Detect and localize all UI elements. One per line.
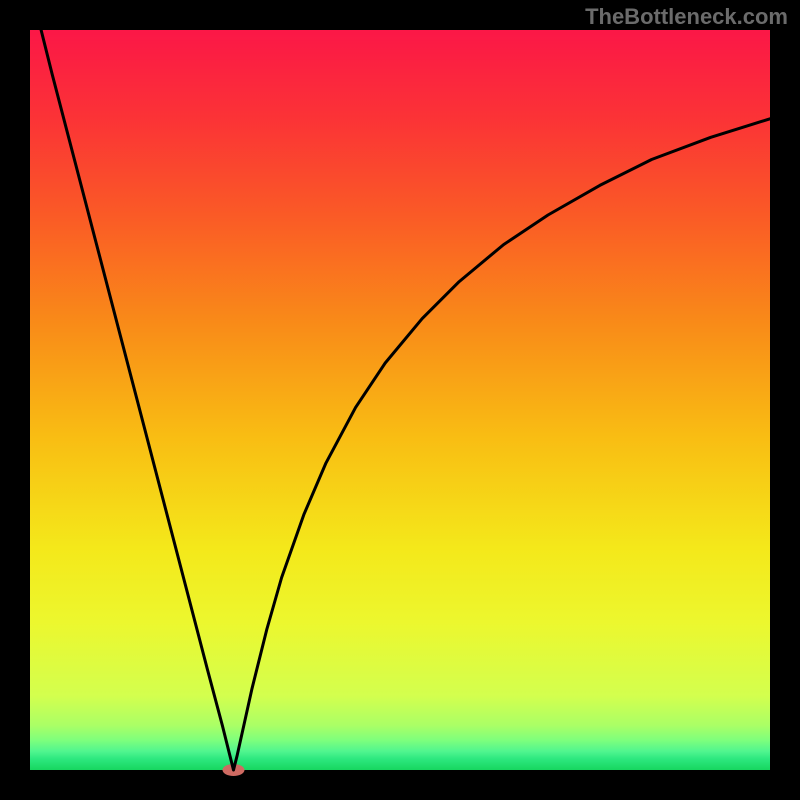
- watermark-text: TheBottleneck.com: [585, 4, 788, 30]
- plot-background: [30, 30, 770, 770]
- bottleneck-chart: [0, 0, 800, 800]
- chart-container: TheBottleneck.com: [0, 0, 800, 800]
